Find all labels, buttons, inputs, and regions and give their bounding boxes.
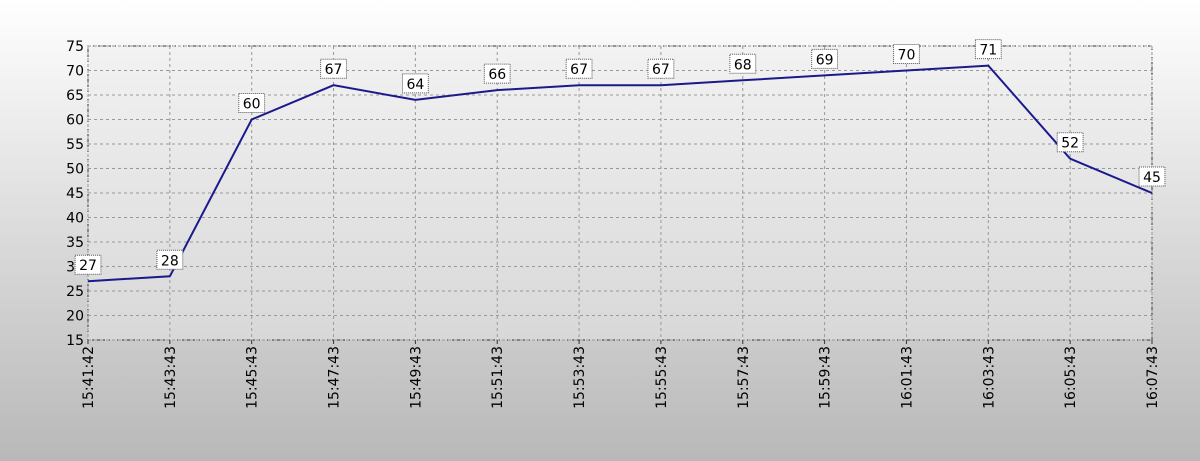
line bbox=[87, 64, 1153, 283]
data-label: 27 bbox=[79, 258, 97, 274]
data-label: 64 bbox=[406, 77, 424, 93]
plot-area bbox=[87, 45, 1153, 341]
data-label-box bbox=[74, 254, 102, 275]
y-tick-label: 75 bbox=[66, 39, 84, 55]
data-label: 52 bbox=[1061, 136, 1079, 152]
x-tick-label: 16:05:43 bbox=[1063, 346, 1079, 409]
x-tick-label: 15:43:43 bbox=[163, 346, 179, 409]
data-label-box bbox=[811, 48, 839, 69]
data-label-box bbox=[483, 63, 511, 84]
data-label-box bbox=[893, 44, 920, 64]
y-tick-label: 20 bbox=[66, 309, 84, 325]
data-label-box bbox=[729, 53, 757, 74]
x-tick-label: 16:03:43 bbox=[981, 346, 997, 409]
x-tick-label: 15:41:42 bbox=[81, 346, 97, 409]
x-tick-label: 15:47:43 bbox=[327, 346, 343, 409]
data-label: 28 bbox=[161, 253, 179, 269]
data-label-box bbox=[1056, 132, 1084, 153]
data-label-box bbox=[974, 39, 1002, 60]
x-tick-label: 15:57:43 bbox=[736, 346, 752, 409]
data-label: 70 bbox=[898, 48, 916, 64]
x-tick-label: 15:51:43 bbox=[490, 346, 506, 409]
data-label: 69 bbox=[816, 52, 834, 68]
y-tick-label: 50 bbox=[66, 162, 84, 178]
data-label-box bbox=[565, 58, 593, 79]
y-tick-label: 25 bbox=[66, 284, 84, 300]
x-tick-label: 16:01:43 bbox=[899, 346, 915, 409]
y-tick-label: 45 bbox=[66, 186, 84, 202]
x-tick-label: 15:55:43 bbox=[654, 346, 670, 409]
data-label: 68 bbox=[734, 57, 752, 73]
y-tick-label: 35 bbox=[66, 235, 84, 251]
x-tick-label: 15:49:43 bbox=[408, 346, 424, 409]
y-tick-label: 60 bbox=[66, 113, 84, 129]
x-tick-label: 15:59:43 bbox=[818, 346, 834, 409]
x-tick-label: 15:53:43 bbox=[572, 346, 588, 409]
y-tick-label: 70 bbox=[66, 64, 84, 80]
data-label: 67 bbox=[652, 62, 670, 78]
data-label: 60 bbox=[243, 97, 261, 113]
data-label: 45 bbox=[1143, 170, 1161, 186]
data-label-box bbox=[320, 58, 347, 79]
y-tick-label: 55 bbox=[66, 137, 84, 153]
y-tick-label: 65 bbox=[66, 88, 84, 104]
data-label-box bbox=[1138, 166, 1166, 187]
data-label-box bbox=[401, 73, 429, 94]
y-tick-label: 15 bbox=[66, 333, 84, 349]
data-label-box bbox=[647, 58, 675, 79]
data-label: 66 bbox=[488, 67, 506, 83]
x-tick-label: 16:07:43 bbox=[1145, 346, 1161, 409]
data-label-box bbox=[156, 249, 184, 270]
data-label: 67 bbox=[325, 62, 343, 78]
data-label: 67 bbox=[570, 62, 588, 78]
data-label: 71 bbox=[979, 43, 997, 59]
data-label-box bbox=[238, 93, 266, 113]
x-tick-label: 15:45:43 bbox=[245, 346, 261, 409]
y-tick-label: 40 bbox=[66, 211, 84, 227]
